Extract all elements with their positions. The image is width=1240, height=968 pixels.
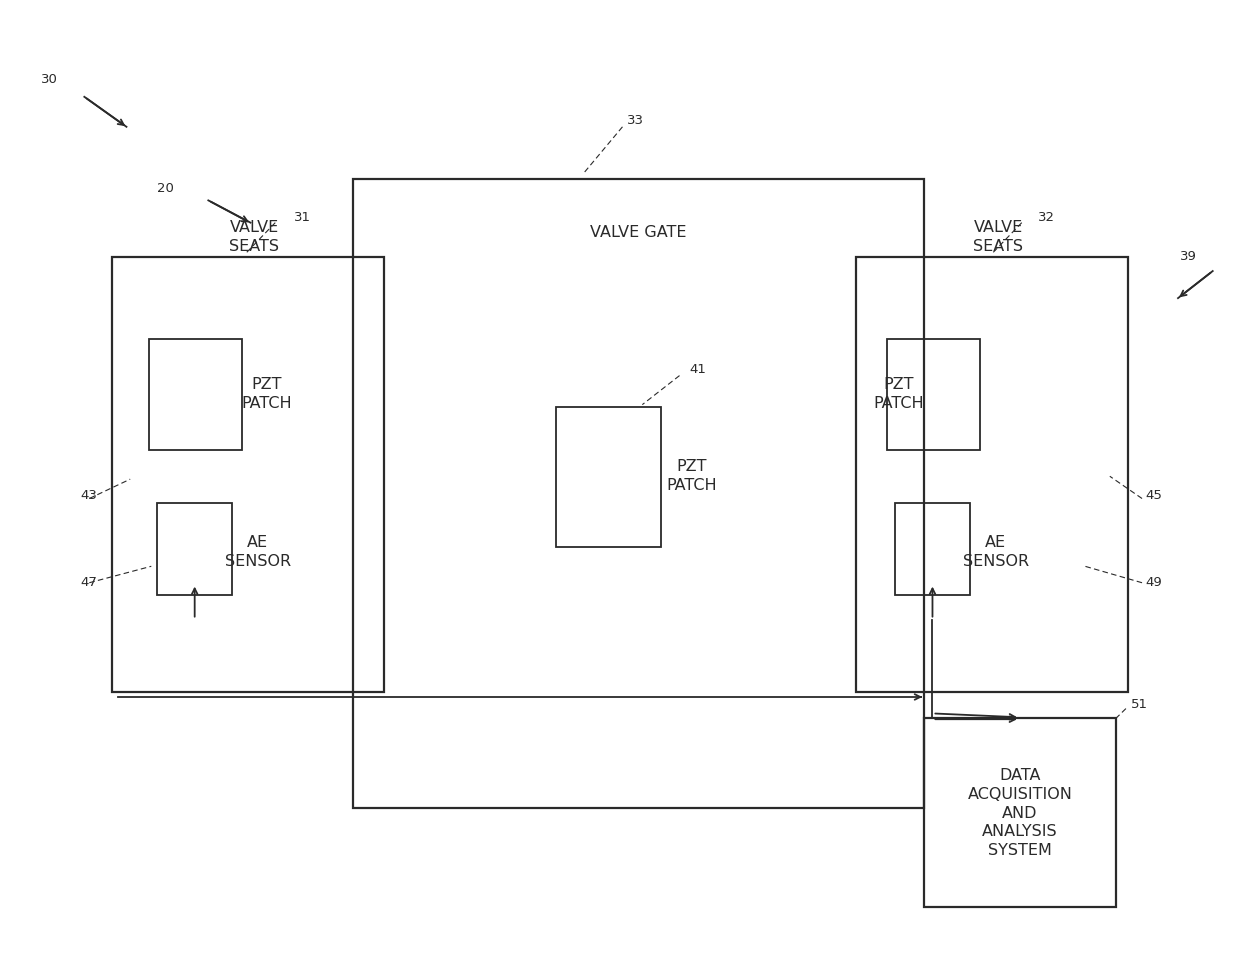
Text: 31: 31 xyxy=(294,211,311,225)
Text: 20: 20 xyxy=(157,182,175,196)
Text: 32: 32 xyxy=(1038,211,1055,225)
Text: 47: 47 xyxy=(81,576,98,590)
Text: PZT
PATCH: PZT PATCH xyxy=(667,460,717,493)
Text: 39: 39 xyxy=(1180,250,1198,263)
Bar xyxy=(149,339,242,450)
Text: 45: 45 xyxy=(1146,489,1163,502)
Bar xyxy=(895,503,970,595)
Text: 51: 51 xyxy=(1131,698,1148,711)
Text: AE
SENSOR: AE SENSOR xyxy=(962,535,1029,568)
Text: PZT
PATCH: PZT PATCH xyxy=(242,378,291,410)
Text: AE
SENSOR: AE SENSOR xyxy=(224,535,291,568)
Text: VALVE
SEATS: VALVE SEATS xyxy=(229,221,279,254)
Text: VALVE GATE: VALVE GATE xyxy=(590,225,687,240)
Text: VALVE
SEATS: VALVE SEATS xyxy=(973,221,1023,254)
Text: 49: 49 xyxy=(1146,576,1163,590)
Bar xyxy=(157,503,232,595)
Text: 43: 43 xyxy=(81,489,98,502)
Text: PZT
PATCH: PZT PATCH xyxy=(874,378,924,410)
Bar xyxy=(353,179,924,808)
Bar xyxy=(556,407,661,547)
Text: 30: 30 xyxy=(41,73,58,86)
Text: 41: 41 xyxy=(689,363,707,377)
Text: 33: 33 xyxy=(627,114,645,128)
Bar xyxy=(856,257,1128,692)
Bar xyxy=(887,339,980,450)
Text: DATA
ACQUISITION
AND
ANALYSIS
SYSTEM: DATA ACQUISITION AND ANALYSIS SYSTEM xyxy=(967,769,1073,858)
Bar xyxy=(112,257,384,692)
Bar xyxy=(924,718,1116,907)
